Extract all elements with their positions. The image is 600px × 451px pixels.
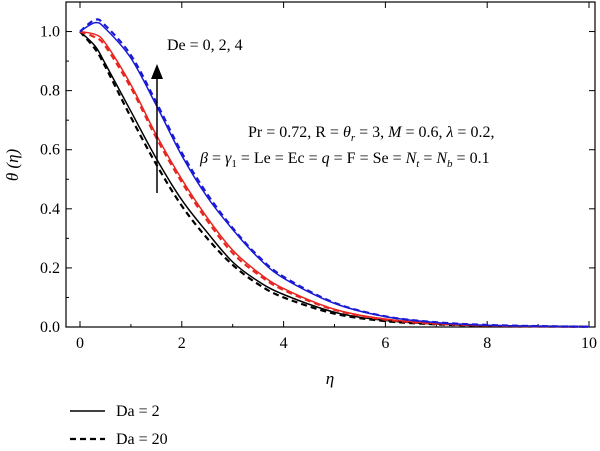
x-tick-label: 8 (483, 335, 491, 352)
y-tick-label: 0.6 (40, 142, 60, 159)
x-axis-label: η (326, 369, 334, 388)
legend-label-da20: Da = 20 (116, 431, 168, 448)
params-line-1: Pr = 0.72, R = θr = 3, M = 0.6, λ = 0.2, (248, 124, 494, 144)
x-tick-label: 10 (581, 335, 597, 352)
y-tick-label: 0.4 (40, 201, 60, 218)
y-tick-label: 0.2 (40, 260, 60, 277)
series-line-blue-dashed (79, 18, 590, 328)
increase-arrow-head (151, 64, 163, 79)
arrow-label: De = 0, 2, 4 (167, 37, 243, 54)
series-line-red-dashed (79, 30, 590, 328)
series-group (79, 18, 590, 328)
plot-frame (65, 1, 596, 328)
x-tick-label: 6 (381, 335, 389, 352)
params-line-2: β = γ1 = Le = Ec = q = F = Se = Nt = Nb … (199, 150, 490, 170)
x-tick-label: 2 (178, 335, 186, 352)
y-axis-label: θ (η) (3, 148, 22, 181)
y-tick-label: 0.0 (40, 319, 60, 336)
legend-label-da2: Da = 2 (116, 403, 160, 420)
y-tick-label: 1.0 (40, 24, 60, 41)
x-tick-label: 0 (76, 335, 84, 352)
y-tick-label: 0.8 (40, 83, 60, 100)
axis-ticks: 0 2 4 6 8 10 0.0 0.2 0.4 0.6 0.8 1.0 (40, 1, 597, 352)
x-tick-label: 4 (280, 335, 288, 352)
